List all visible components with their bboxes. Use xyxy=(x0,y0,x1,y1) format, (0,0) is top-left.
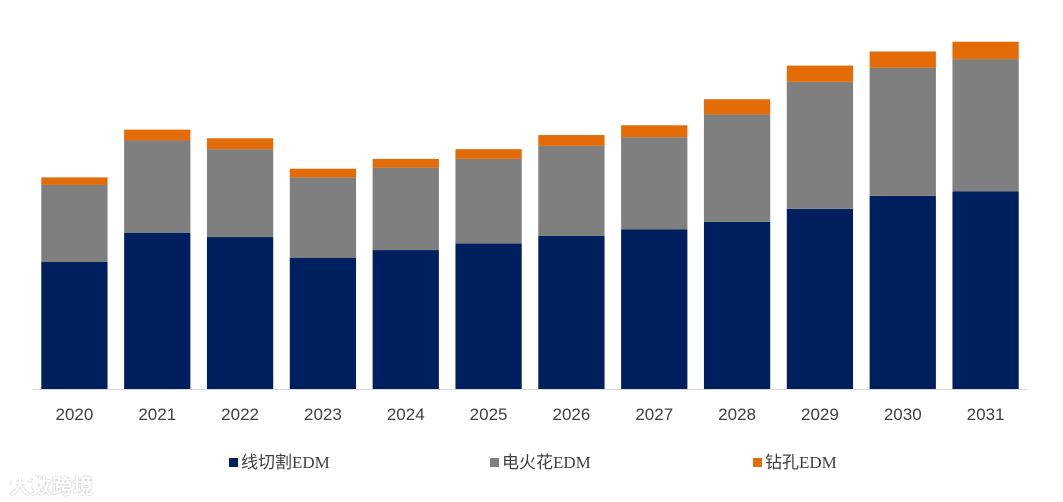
bar-2030-series-1 xyxy=(869,195,936,389)
bar-2020-series-2 xyxy=(41,184,108,263)
bar-2021-series-1 xyxy=(124,232,191,389)
bar-2024-series-1 xyxy=(372,250,439,389)
legend-label: 电火花EDM xyxy=(502,453,591,472)
x-tick-label: 2022 xyxy=(221,405,259,424)
bar-2026-series-2 xyxy=(538,145,605,236)
bar-2031-series-1 xyxy=(952,191,1019,389)
bar-2022-series-2 xyxy=(206,149,274,238)
legend-item-1: 线切割EDM xyxy=(229,453,330,472)
x-tick-label: 2027 xyxy=(635,405,673,424)
x-tick-labels: 2020 2021 2022 2023 2024 2025 2026 2027 2028 2029… xyxy=(56,405,1005,424)
x-tick-label: 2023 xyxy=(304,405,342,424)
bar-2029-series-2 xyxy=(786,81,854,209)
bar-2026-series-3 xyxy=(538,135,605,146)
legend-label: 钻孔EDM xyxy=(765,453,837,472)
bar-2024-series-2 xyxy=(372,167,439,251)
bar-2027-series-1 xyxy=(621,229,688,389)
bar-2021-series-3 xyxy=(124,129,191,141)
x-tick-label: 2028 xyxy=(718,405,756,424)
bar-2021-series-2 xyxy=(124,140,191,233)
bar-2023-series-2 xyxy=(289,177,357,258)
bar-2027-series-3 xyxy=(621,125,688,138)
x-tick-label: 2021 xyxy=(138,405,176,424)
x-tick-label: 2030 xyxy=(884,405,922,424)
watermark-logo-icon xyxy=(12,473,44,490)
bar-2025-series-2 xyxy=(455,158,522,244)
bar-2023-series-3 xyxy=(289,168,357,178)
x-tick-label: 2029 xyxy=(801,405,839,424)
bar-2028-series-1 xyxy=(703,221,771,389)
legend-swatch xyxy=(229,458,238,467)
bar-2031-series-3 xyxy=(952,41,1019,60)
bar-2022-series-3 xyxy=(206,138,274,150)
legend-item-2: 电火花EDM xyxy=(490,453,591,472)
bar-2028-series-2 xyxy=(703,114,771,222)
legend-swatch xyxy=(490,458,499,467)
bar-2023-series-1 xyxy=(289,257,357,389)
bar-2027-series-2 xyxy=(621,137,688,230)
bar-2025-series-1 xyxy=(455,243,522,389)
x-tick-label: 2024 xyxy=(387,405,425,424)
x-tick-label: 2020 xyxy=(56,405,94,424)
x-tick-label: 2025 xyxy=(470,405,508,424)
bar-2020-series-1 xyxy=(41,262,108,389)
bar-2026-series-1 xyxy=(538,235,605,389)
bar-2020-series-3 xyxy=(41,177,108,185)
bar-2022-series-1 xyxy=(206,237,274,389)
bar-2025-series-3 xyxy=(455,149,522,159)
bar-2031-series-2 xyxy=(952,59,1019,192)
bar-2029-series-3 xyxy=(786,65,854,82)
bar-2024-series-3 xyxy=(372,158,439,168)
legend: 线切割EDM 电火花EDM 钻孔EDM xyxy=(229,453,837,472)
bar-2030-series-3 xyxy=(869,51,936,68)
bar-2030-series-2 xyxy=(869,67,936,196)
legend-label: 线切割EDM xyxy=(241,453,330,472)
x-tick-label: 2031 xyxy=(967,405,1005,424)
bar-2029-series-1 xyxy=(786,208,854,389)
legend-item-3: 钻孔EDM xyxy=(753,453,837,472)
watermark: 大数跨境 xyxy=(10,470,94,499)
legend-swatch xyxy=(753,458,762,467)
bars-layer xyxy=(41,41,1019,389)
x-tick-label: 2026 xyxy=(553,405,591,424)
bar-2028-series-3 xyxy=(703,99,771,115)
